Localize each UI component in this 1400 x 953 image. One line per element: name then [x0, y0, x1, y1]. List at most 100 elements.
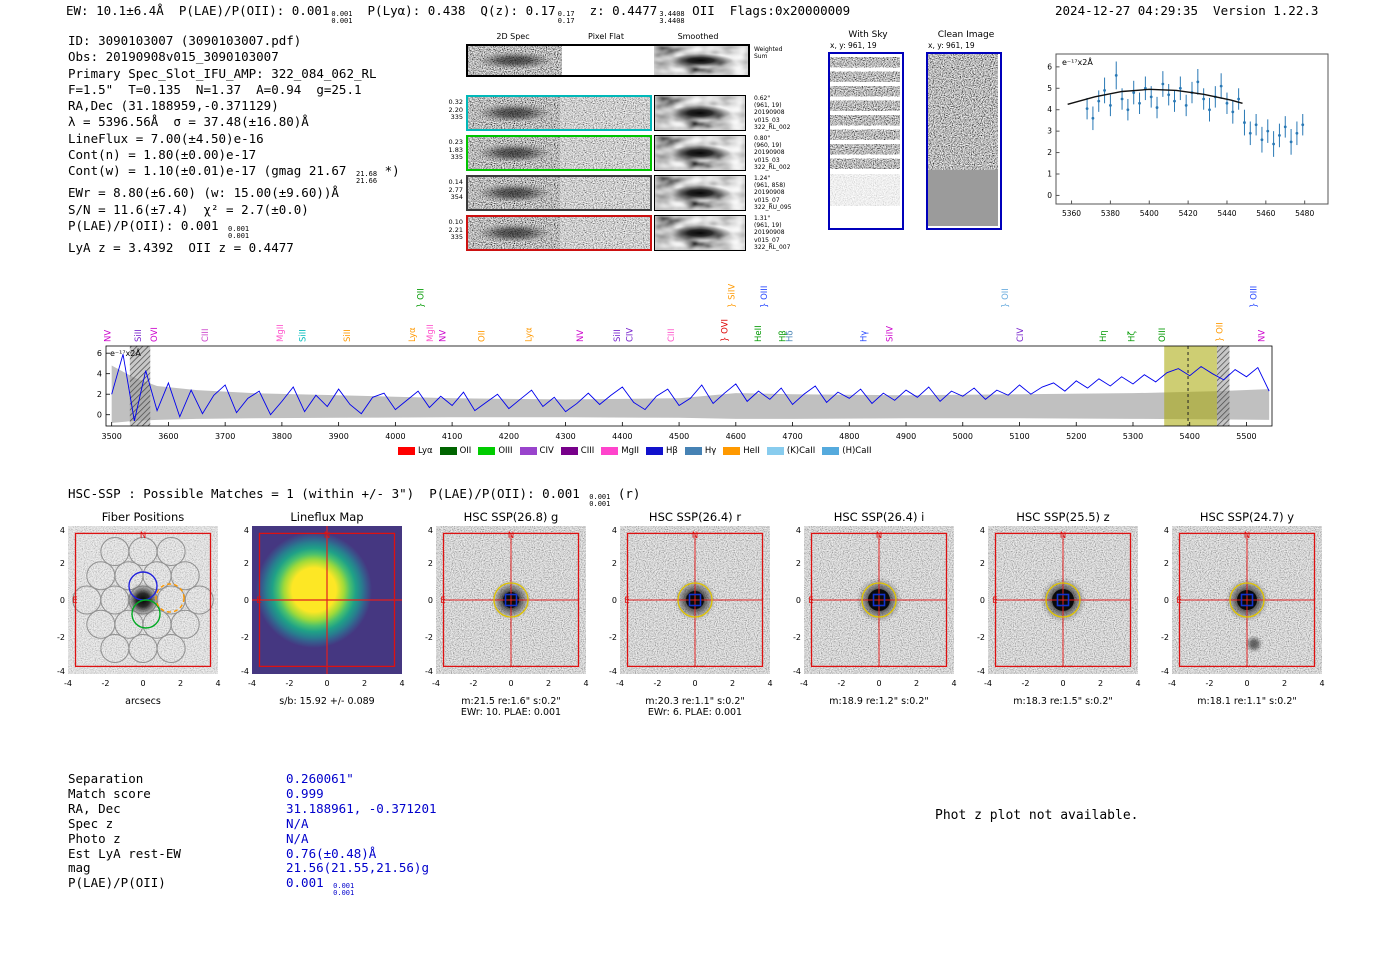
y-tick-label: 2	[980, 559, 985, 568]
y-tick-label: 6	[97, 349, 102, 358]
data-point	[1208, 108, 1211, 112]
cutout-image: -4 -4 -2 -2 0 0 2 2 4 4 N E	[977, 526, 1141, 688]
emission-line-label: NV	[438, 330, 448, 342]
cutout-sublabel: m:18.3 re:1.5" s:0.2"	[1013, 696, 1113, 707]
compass-n: N	[1060, 531, 1066, 541]
info-line: LineFlux = 7.00(±4.50)e-16	[68, 131, 400, 147]
text-segment: HSC-SSP : Possible Matches = 1 (within +…	[68, 486, 588, 501]
y-tick-label: -4	[977, 667, 985, 676]
y-tick-label: -4	[57, 667, 65, 676]
text-segment: Cont(n) = 1.80(±0.00)e-17	[68, 147, 257, 163]
x-tick-label: 5100	[1009, 432, 1029, 441]
cutout-title: Fiber Positions	[101, 510, 185, 524]
frac-top: 0.001	[331, 10, 353, 18]
x-tick-label: 4900	[896, 432, 916, 441]
stacked-fraction: 0.001 0.001	[589, 494, 610, 508]
x-tick-label: 4600	[726, 432, 746, 441]
emission-line-label: MgII	[426, 324, 436, 342]
spec2d-col-header: Pixel Flat	[588, 32, 624, 41]
fit-curve	[1067, 88, 1243, 106]
spec2d-strip-noise	[468, 137, 560, 169]
y-tick-label: 0	[796, 596, 801, 605]
legend-label: Hγ	[704, 446, 717, 456]
y-tick-label: 2	[796, 559, 801, 568]
x-tick-label: 4	[399, 679, 404, 688]
x-tick-label: -4	[64, 679, 72, 688]
clean-gray	[928, 170, 998, 226]
clean-image	[926, 52, 1002, 230]
aperture-circle	[861, 582, 897, 618]
legend-label: OIII	[498, 446, 513, 456]
data-point	[1301, 123, 1305, 127]
emission-line-label: Hζ	[1128, 331, 1138, 342]
text-segment: LineFlux = 7.00(±4.50)e-16	[68, 130, 264, 146]
frac-top: 21.68	[355, 170, 378, 179]
frac-bottom: 21.66	[355, 177, 378, 186]
y-tick-label: 4	[428, 526, 433, 535]
x-tick-label: 3500	[101, 432, 121, 441]
stacked-fraction: 0.001 0.001	[333, 883, 354, 897]
y-tick-label: 2	[612, 559, 617, 568]
y-tick-label: 4	[612, 526, 617, 535]
text-segment: RA,Dec (31.188959,-0.371129)	[68, 98, 279, 114]
cutout-title: HSC SSP(24.7) y	[1199, 510, 1295, 524]
y-tick-label: -4	[1161, 667, 1169, 676]
y-tick-label: 2	[97, 390, 102, 399]
cutout-title: HSC SSP(25.5) z	[1016, 510, 1110, 524]
cutout-image: -4 -4 -2 -2 0 0 2 2 4 4 N E	[57, 526, 221, 688]
x-tick-label: 4	[583, 679, 588, 688]
label-line: 335	[450, 233, 463, 241]
label-line: (961, 19)	[754, 102, 782, 110]
center-marker	[1056, 593, 1070, 607]
cutout-title: HSC SSP(26.4) r	[648, 510, 742, 524]
info-line: Obs: 20190908v015_3090103007	[68, 49, 400, 65]
legend-item: (H)CaII	[822, 446, 871, 456]
y-tick-label: 2	[1164, 559, 1169, 568]
match-field-label: mag	[68, 860, 91, 876]
x-tick-label: 4400	[612, 432, 632, 441]
info-line: S/N = 11.6(±7.4) χ² = 2.7(±0.0)	[68, 202, 400, 218]
label-line: 335	[450, 153, 463, 161]
spec2d-strip-flat	[560, 217, 650, 249]
emission-line-label: Hδ	[786, 330, 796, 342]
label-line: 322_RL_002	[754, 123, 791, 131]
match-field-value: 21.56(21.55,21.56)g	[286, 860, 429, 876]
spec2d-strip-noise	[468, 177, 560, 209]
legend-label: (H)CaII	[842, 446, 872, 456]
x-tick-label: 4500	[669, 432, 689, 441]
x-tick-label: -2	[470, 679, 478, 688]
data-point	[1120, 97, 1124, 101]
text-segment: λ = 5396.56Å σ = 37.48(±16.80)Å	[68, 114, 309, 130]
y-tick-label: 2	[1047, 148, 1052, 157]
y-tick-label: -4	[793, 667, 801, 676]
y-tick-label: -4	[425, 667, 433, 676]
sky-band	[830, 158, 900, 169]
emission-line-label: Hη	[1099, 330, 1109, 342]
selected-fiber-orange	[155, 583, 185, 613]
text-segment: EWr = 8.80(±6.60) (w: 15.00(±9.60))Å	[68, 185, 339, 201]
spectrum-line	[111, 354, 1270, 421]
x-tick-label: 4300	[555, 432, 575, 441]
cutout-image: -4 -4 -2 -2 0 0 2 2 4 4 N E	[425, 526, 589, 688]
info-line: EWr = 8.80(±6.60) (w: 15.00(±9.60))Å	[68, 185, 400, 201]
label-line: 1.31"	[754, 215, 771, 222]
aperture-circle	[1229, 582, 1265, 618]
full-spectrum-plot: 0 2 4 6 3500 3600 3700 3800 3900 4000 4100 4200 4300…	[97, 284, 1273, 441]
emission-line-legend: Lyα OII OIII CIV CIII MgII Hβ Hγ HeII (K)CaII (H)C…	[398, 446, 871, 456]
stacked-fraction: 21.68 21.66	[356, 171, 377, 185]
emission-line-label: } OII	[1216, 322, 1226, 342]
data-point	[1278, 134, 1281, 137]
aperture-circle	[1045, 582, 1081, 618]
data-point	[1109, 104, 1112, 107]
cutout-sublabel: s/b: 15.92 +/- 0.089	[279, 696, 375, 707]
extent-box	[74, 532, 212, 668]
x-tick-label: -4	[616, 679, 624, 688]
match-table-row: Est LyA rest-EW 0.76(±0.48)Å	[68, 846, 437, 862]
data-point	[1289, 140, 1293, 144]
info-line: RA,Dec (31.188959,-0.371129)	[68, 98, 400, 114]
x-tick-label: 4	[767, 679, 772, 688]
frac-bottom: 0.001	[228, 231, 250, 240]
data-point	[1167, 93, 1171, 97]
